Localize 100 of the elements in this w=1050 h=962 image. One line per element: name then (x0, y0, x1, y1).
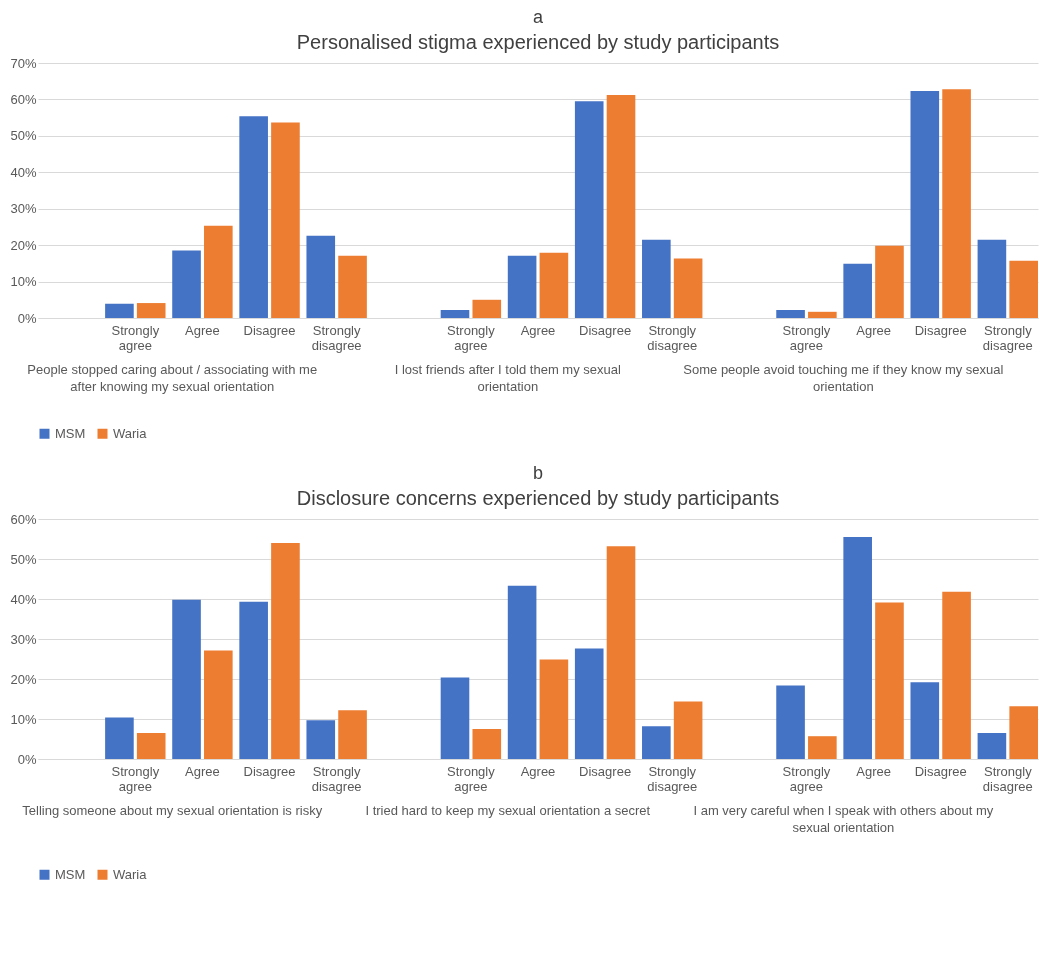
x-tick-label: Disagree (243, 763, 296, 779)
y-tick-label: 30% (10, 201, 37, 217)
legend-label: MSM (55, 866, 86, 882)
x-tick-label: Strongly disagree (647, 322, 698, 353)
bar (875, 602, 904, 759)
bar (808, 311, 837, 318)
x-tick-label: Agree (856, 763, 891, 779)
bar (271, 122, 300, 318)
x-tick-label: Agree (185, 763, 220, 779)
bar (843, 263, 872, 318)
bar (507, 255, 537, 318)
y-tick-label: 60% (10, 511, 37, 527)
y-tick-label: 30% (10, 631, 37, 647)
legend-label: MSM (55, 425, 86, 441)
bar (136, 303, 166, 318)
y-tick-label: 20% (10, 671, 37, 687)
bar (172, 599, 201, 759)
text: I am very careful when I speak with others about my sexual orientation (693, 803, 994, 835)
x-tick-label: Strongly disagree (311, 763, 362, 794)
text: People stopped caring about / associating with me after knowing my sexual orientation (27, 362, 318, 394)
bar (606, 95, 636, 318)
x-tick-label: Agree (520, 322, 556, 338)
bar (673, 258, 703, 318)
y-tick-label: 10% (10, 711, 37, 727)
bar (204, 650, 233, 759)
bar (574, 101, 604, 318)
y-tick-label: 0% (17, 751, 37, 767)
y-tick-label: 40% (10, 591, 37, 607)
bar (606, 546, 636, 759)
y-tick-label: 0% (17, 310, 37, 326)
bar (977, 239, 1007, 318)
y-tick-label: 50% (10, 128, 37, 144)
bar (136, 733, 166, 759)
y-tick-label: 70% (10, 55, 37, 71)
x-tick-label: Strongly disagree (982, 322, 1033, 353)
bar (1009, 260, 1038, 318)
x-tick-label: Strongly disagree (982, 763, 1033, 794)
y-tick-label: 20% (10, 237, 37, 253)
bar (440, 309, 470, 318)
x-tick-label: Disagree (579, 763, 632, 779)
bar (942, 89, 971, 318)
bar (808, 736, 837, 759)
bar (642, 726, 671, 759)
bar (673, 701, 703, 759)
bar (875, 245, 904, 318)
bar (306, 235, 336, 318)
bar (239, 116, 268, 318)
bar (776, 309, 805, 318)
y-tick-label: 60% (10, 91, 37, 107)
bar (539, 252, 569, 318)
bar (910, 682, 940, 759)
bar (440, 677, 470, 759)
x-tick-label: Disagree (914, 763, 967, 779)
bar (472, 729, 502, 759)
bar (776, 685, 805, 759)
x-tick-label: Strongly agree (111, 322, 160, 353)
x-tick-label: Strongly disagree (647, 763, 698, 794)
bar (539, 659, 569, 759)
y-tick-label: 10% (10, 274, 37, 290)
x-tick-label: Agree (520, 763, 556, 779)
bar (306, 720, 336, 759)
x-tick-label: Strongly agree (782, 763, 831, 794)
bar (910, 91, 940, 318)
bar (942, 591, 971, 759)
bar (977, 733, 1007, 759)
text: I lost friends after I told them my sexual orientation (394, 362, 621, 394)
chart-subtitle: Disclosure concerns experienced by study participants (296, 487, 780, 509)
bar (574, 648, 604, 759)
x-tick-label: Disagree (914, 322, 967, 338)
x-tick-label: Disagree (579, 322, 632, 338)
chart-title: a (532, 7, 544, 27)
bar (642, 239, 671, 318)
x-tick-label: Disagree (243, 322, 296, 338)
bar (271, 543, 300, 759)
bar (105, 303, 134, 318)
bar (1009, 706, 1038, 759)
bar (472, 299, 502, 318)
legend-label: Waria (113, 425, 148, 441)
x-tick-label: Strongly agree (447, 322, 496, 353)
chart-title: b (532, 463, 544, 483)
bar (843, 537, 872, 759)
bar (204, 225, 233, 318)
x-tick-label: Strongly agree (447, 763, 496, 794)
bar (239, 601, 268, 759)
text: Some people avoid touching me if they know my sexual orientation (683, 362, 1004, 394)
x-tick-label: Strongly disagree (311, 322, 362, 353)
y-tick-label: 40% (10, 164, 37, 180)
x-tick-label: Agree (185, 322, 220, 338)
bar (105, 717, 134, 759)
y-tick-label: 50% (10, 551, 37, 567)
bar (507, 585, 537, 759)
x-tick-label: Strongly agree (111, 763, 160, 794)
bar (338, 255, 367, 318)
bar (338, 710, 367, 759)
bar (172, 250, 201, 318)
chart-subtitle: Personalised stigma experienced by study participants (296, 31, 780, 53)
legend-label: Waria (113, 866, 148, 882)
x-tick-label: Agree (856, 322, 891, 338)
text: I tried hard to keep my sexual orientation a secret (365, 803, 651, 818)
x-tick-label: Strongly agree (782, 322, 831, 353)
